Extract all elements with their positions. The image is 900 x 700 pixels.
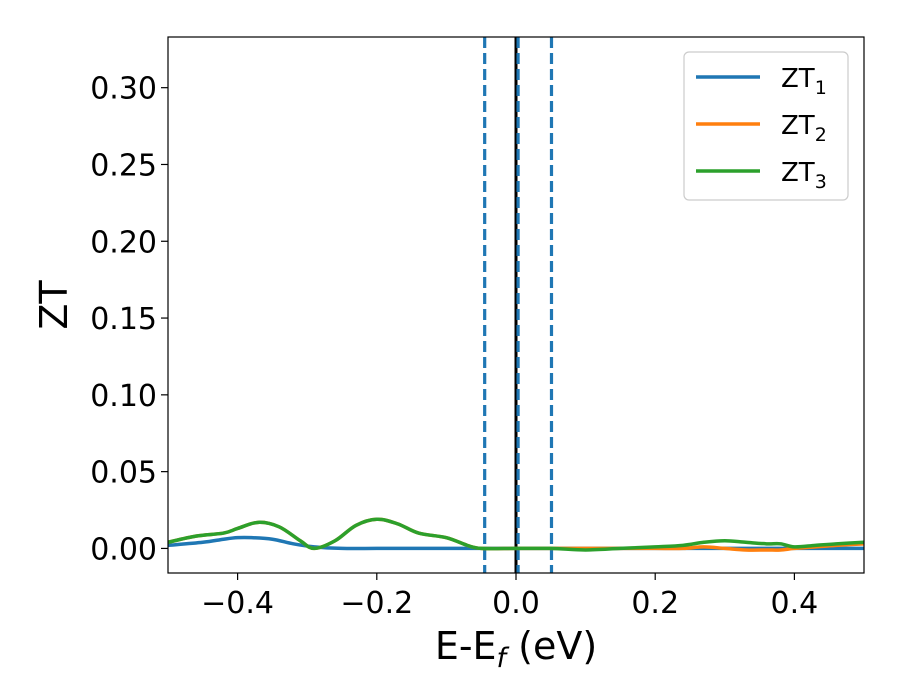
y-tick-label: 0.25 (90, 148, 157, 183)
y-tick-label: 0.05 (90, 456, 157, 491)
x-axis-title-unit: (eV) (506, 624, 597, 668)
x-tick-label: −0.4 (201, 586, 274, 621)
y-axis-title: ZT (32, 280, 76, 330)
x-axis-title: E-Ef (eV) (435, 624, 597, 674)
y-axis: 0.00 0.05 0.10 0.15 0.20 0.25 0.30 (90, 72, 168, 567)
vertical-reference-lines (483, 37, 554, 573)
y-tick-label: 0.30 (90, 72, 157, 107)
x-tick-label: 0.2 (631, 586, 679, 621)
y-tick-label: 0.00 (90, 532, 157, 567)
series-lines (168, 517, 864, 552)
legend-label-zt3: ZT3 (781, 158, 827, 193)
x-tick-label: 0.0 (492, 586, 540, 621)
y-tick-label: 0.10 (90, 379, 157, 414)
x-tick-label: 0.4 (771, 586, 819, 621)
x-axis: −0.4 −0.2 0.0 0.2 0.4 (201, 573, 818, 621)
series-line-zt3 (168, 517, 864, 552)
legend-label-zt2: ZT2 (781, 111, 827, 146)
legend-label-zt1: ZT1 (781, 64, 827, 99)
x-tick-label: −0.2 (340, 586, 413, 621)
x-axis-title-main: E-E (435, 624, 497, 668)
y-tick-label: 0.15 (90, 302, 157, 337)
legend: ZT1 ZT2 ZT3 (683, 51, 849, 201)
y-tick-label: 0.20 (90, 225, 157, 260)
legend-box (683, 51, 849, 201)
